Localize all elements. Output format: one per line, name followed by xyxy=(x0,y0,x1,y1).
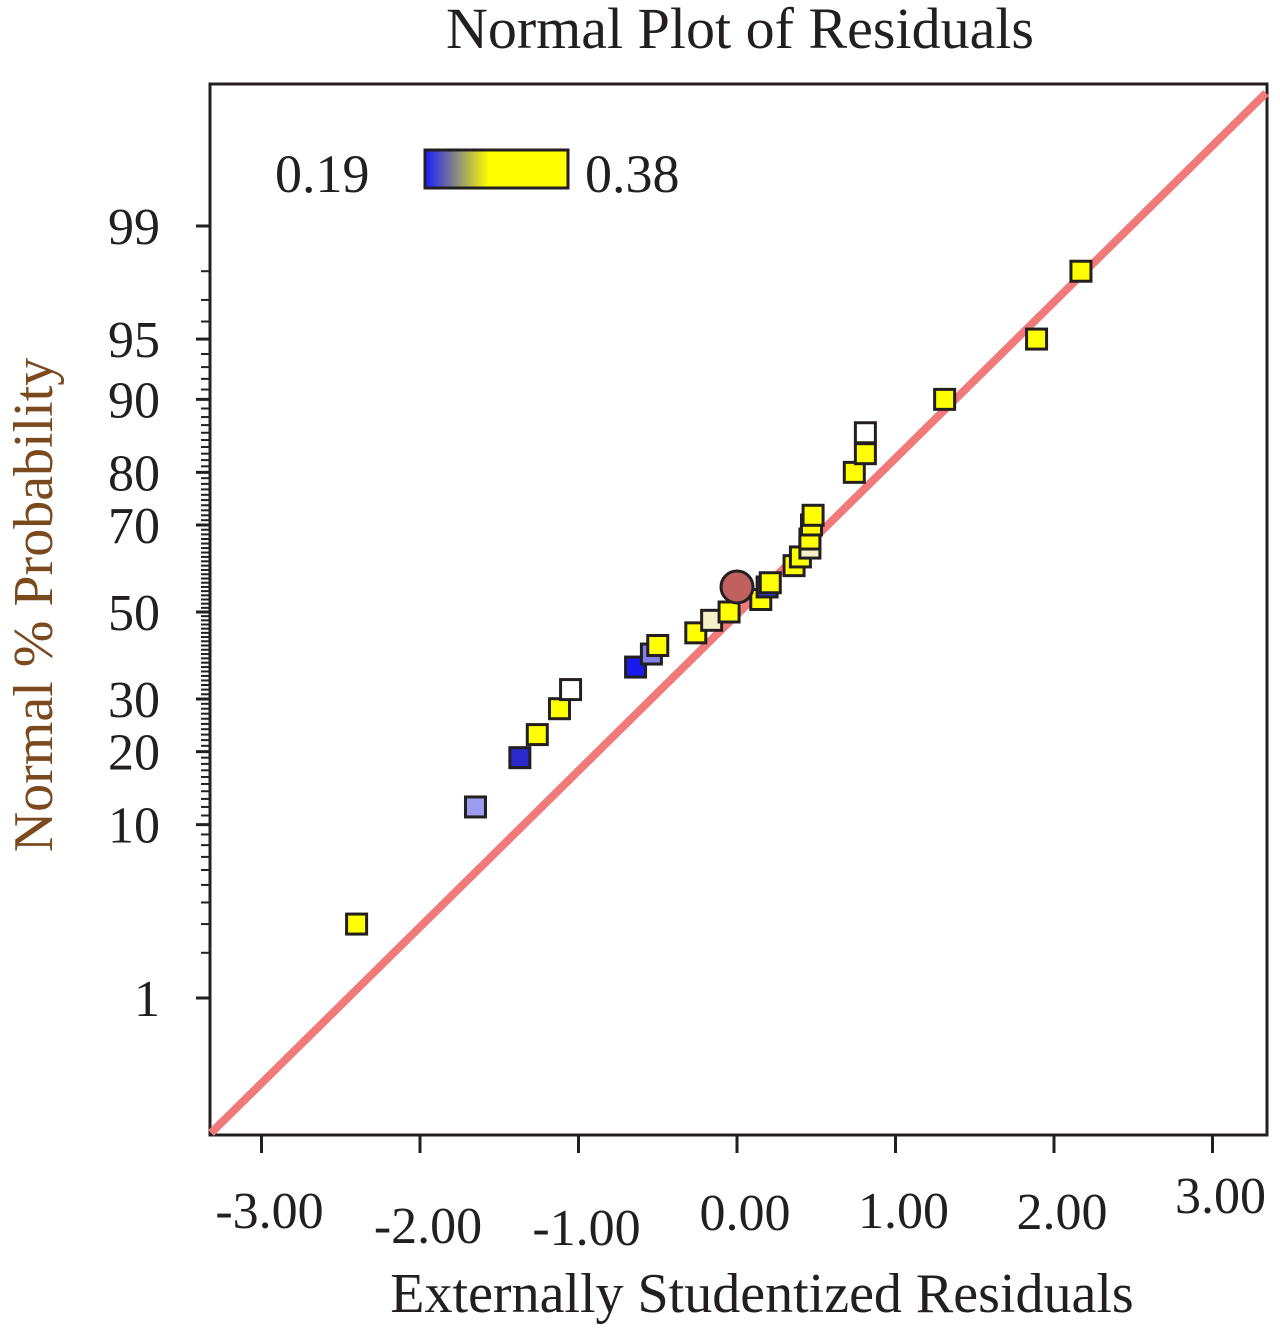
chart-title: Normal Plot of Residuals xyxy=(446,0,1034,61)
legend-min-label: 0.19 xyxy=(275,144,370,204)
x-tick-label: 3.00 xyxy=(1175,1168,1266,1225)
highlighted-point xyxy=(719,569,755,605)
y-minor-ticks xyxy=(201,270,210,954)
data-point xyxy=(646,633,670,657)
data-point xyxy=(842,460,866,484)
y-tick-label: 50 xyxy=(108,585,160,642)
data-point xyxy=(853,442,877,466)
legend-gradient-bar xyxy=(423,148,570,190)
x-tick-label: -1.00 xyxy=(532,1200,640,1257)
data-point xyxy=(508,746,532,770)
data-point xyxy=(758,571,782,595)
x-tick-label: -3.00 xyxy=(215,1183,323,1240)
data-point xyxy=(933,387,957,411)
x-tick-label: 1.00 xyxy=(858,1183,949,1240)
x-tick-label: 0.00 xyxy=(700,1185,791,1242)
data-point xyxy=(853,421,877,445)
y-tick-label: 30 xyxy=(108,672,160,729)
x-tick-label: 2.00 xyxy=(1017,1184,1108,1241)
y-tick-label: 80 xyxy=(108,445,160,502)
y-tick-label: 70 xyxy=(108,498,160,555)
y-axis-title: Normal % Probability xyxy=(3,358,65,853)
data-point xyxy=(559,678,583,702)
data-point xyxy=(1069,259,1093,283)
data-point xyxy=(717,600,741,624)
color-legend: 0.19 0.38 xyxy=(275,144,680,204)
y-tick-label: 10 xyxy=(108,798,160,855)
y-tick-label: 99 xyxy=(108,199,160,256)
y-tick-label: 20 xyxy=(108,725,160,782)
data-point xyxy=(801,503,825,527)
y-tick-label: 90 xyxy=(108,372,160,429)
y-tick-label: 95 xyxy=(108,312,160,369)
data-point xyxy=(345,912,369,936)
y-tick-label: 1 xyxy=(134,971,160,1028)
data-point xyxy=(463,795,487,819)
data-point xyxy=(547,697,571,721)
x-axis-title: Externally Studentized Residuals xyxy=(390,1263,1133,1325)
x-tick-label: -2.00 xyxy=(374,1198,482,1255)
data-point xyxy=(1025,327,1049,351)
data-point xyxy=(525,723,549,747)
x-axis: -3.00 -2.00 -1.00 0.00 1.00 2.00 3.00 xyxy=(215,1135,1266,1257)
data-points xyxy=(345,259,1093,936)
legend-max-label: 0.38 xyxy=(585,144,680,204)
